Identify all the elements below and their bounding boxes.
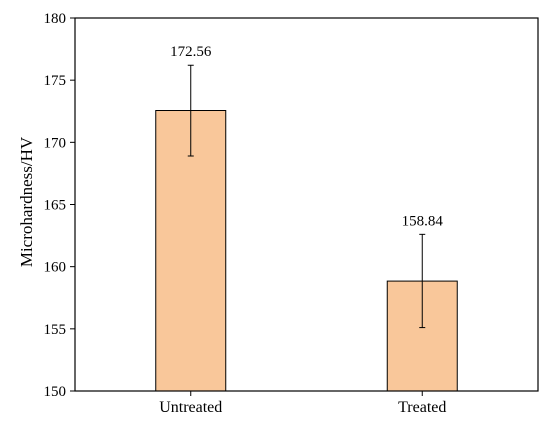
y-tick-label: 155: [44, 322, 67, 338]
data-label: 172.56: [170, 44, 212, 60]
data-label: 158.84: [402, 213, 444, 229]
y-tick-label: 170: [44, 135, 67, 151]
axes-frame: [74, 17, 539, 392]
y-tick-label: 175: [44, 73, 67, 89]
y-axis-label: Microhardness/HV: [17, 136, 36, 267]
plot-area: 172.56 Untreated 158.84 Treated 150 155 160 165…: [44, 11, 539, 416]
y-tick-label: 160: [44, 260, 67, 276]
y-tick-label: 180: [44, 11, 67, 27]
x-tick-label: Treated: [398, 399, 446, 416]
x-tick-label: Untreated: [159, 399, 222, 416]
y-tick-label: 165: [44, 198, 67, 214]
y-tick-label: 150: [44, 384, 67, 400]
bar: [155, 110, 227, 392]
